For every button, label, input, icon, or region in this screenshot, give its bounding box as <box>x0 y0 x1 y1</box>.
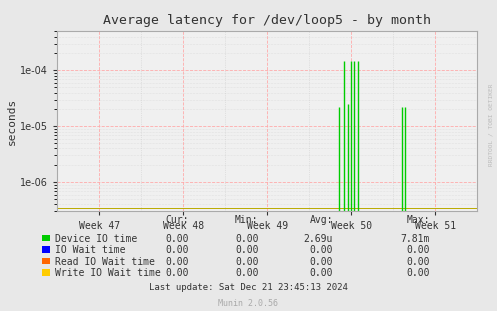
Text: 0.00: 0.00 <box>235 245 258 255</box>
Text: 0.00: 0.00 <box>407 245 430 255</box>
Text: Read IO Wait time: Read IO Wait time <box>55 257 155 267</box>
Text: 0.00: 0.00 <box>235 234 258 244</box>
Text: 0.00: 0.00 <box>166 245 189 255</box>
Text: Last update: Sat Dec 21 23:45:13 2024: Last update: Sat Dec 21 23:45:13 2024 <box>149 283 348 292</box>
Text: Write IO Wait time: Write IO Wait time <box>55 268 161 278</box>
Text: Munin 2.0.56: Munin 2.0.56 <box>219 299 278 308</box>
Y-axis label: seconds: seconds <box>7 98 17 145</box>
Title: Average latency for /dev/loop5 - by month: Average latency for /dev/loop5 - by mont… <box>103 14 431 27</box>
Text: Device IO time: Device IO time <box>55 234 137 244</box>
Text: 2.69u: 2.69u <box>304 234 333 244</box>
Text: 0.00: 0.00 <box>310 257 333 267</box>
Text: 0.00: 0.00 <box>166 257 189 267</box>
Text: 0.00: 0.00 <box>407 268 430 278</box>
Text: Cur:: Cur: <box>166 216 189 225</box>
Text: 0.00: 0.00 <box>310 268 333 278</box>
Text: Max:: Max: <box>407 216 430 225</box>
Text: 7.81m: 7.81m <box>401 234 430 244</box>
Text: RRDTOOL / TOBI OETIKER: RRDTOOL / TOBI OETIKER <box>489 83 494 166</box>
Text: 0.00: 0.00 <box>235 268 258 278</box>
Text: 0.00: 0.00 <box>166 234 189 244</box>
Text: 0.00: 0.00 <box>235 257 258 267</box>
Text: 0.00: 0.00 <box>310 245 333 255</box>
Text: IO Wait time: IO Wait time <box>55 245 126 255</box>
Text: Min:: Min: <box>235 216 258 225</box>
Text: Avg:: Avg: <box>310 216 333 225</box>
Text: 0.00: 0.00 <box>407 257 430 267</box>
Text: 0.00: 0.00 <box>166 268 189 278</box>
